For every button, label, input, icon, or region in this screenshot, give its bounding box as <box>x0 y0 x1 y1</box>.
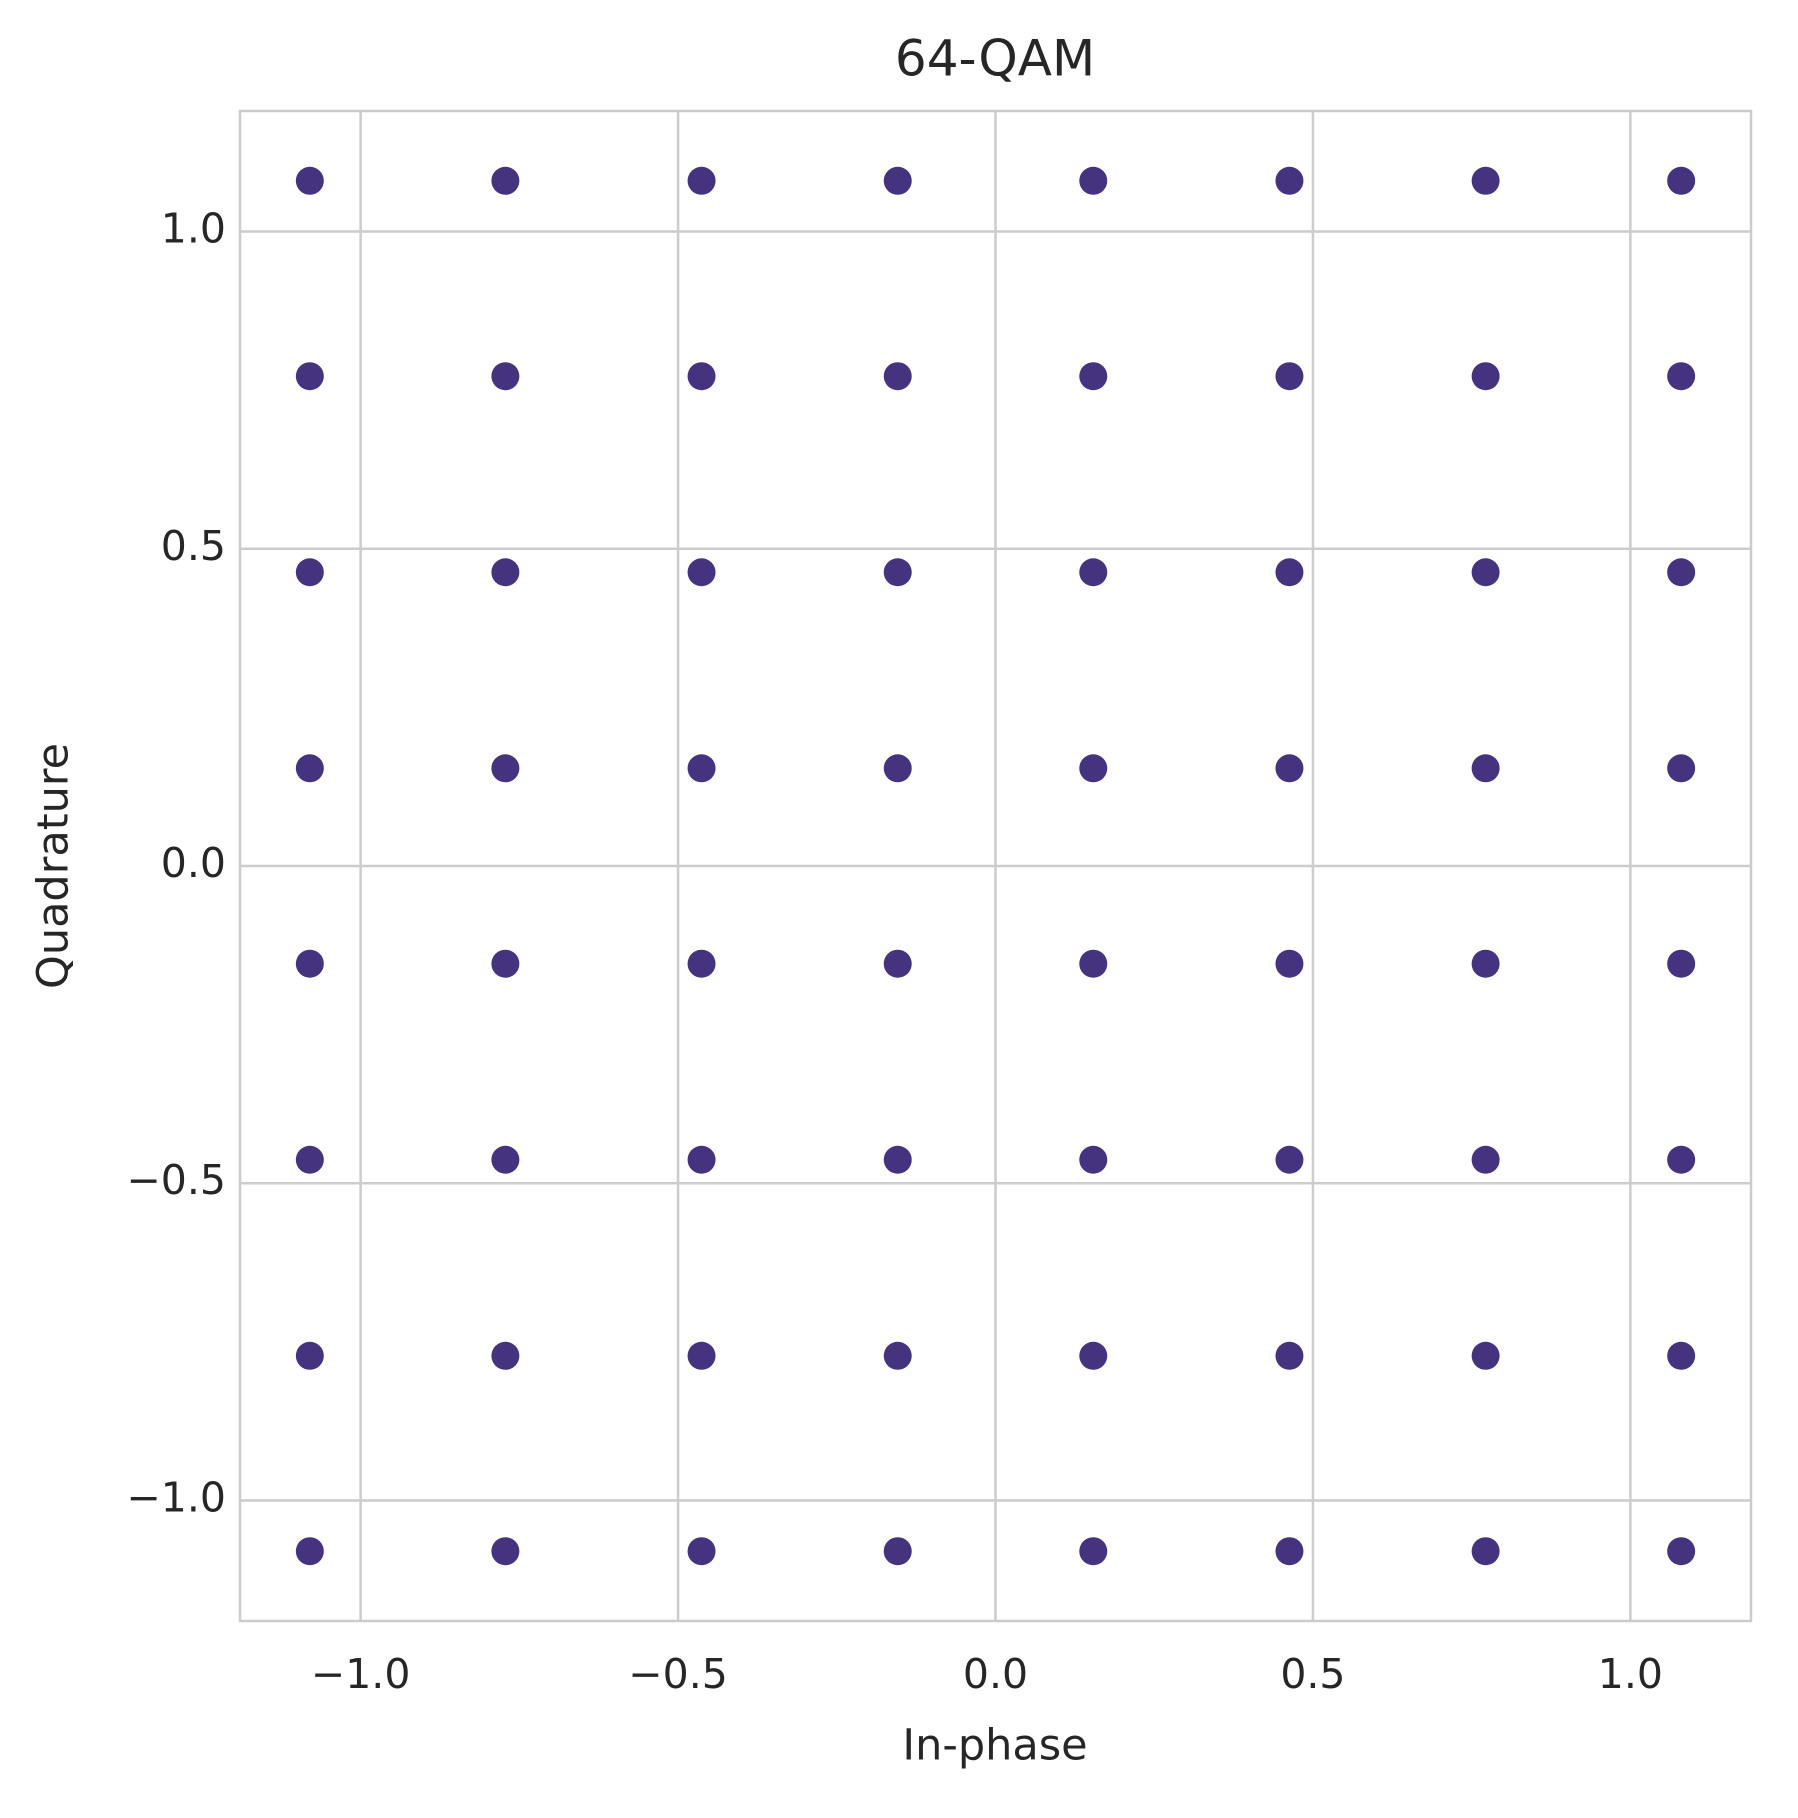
point <box>1275 949 1304 978</box>
point <box>1667 1341 1696 1370</box>
point <box>1275 1341 1304 1370</box>
y-tick-label: −0.5 <box>126 1156 226 1204</box>
point <box>491 949 520 978</box>
point <box>687 1341 716 1370</box>
point <box>687 362 716 391</box>
point <box>883 949 912 978</box>
point <box>1667 166 1696 195</box>
point <box>1471 949 1500 978</box>
point <box>1667 1537 1696 1566</box>
point <box>295 949 324 978</box>
point <box>491 362 520 391</box>
point <box>1471 166 1500 195</box>
point <box>1471 558 1500 587</box>
point <box>491 1537 520 1566</box>
point <box>883 1341 912 1370</box>
point <box>1667 362 1696 391</box>
point <box>295 1341 324 1370</box>
point <box>883 1145 912 1174</box>
point <box>1471 1341 1500 1370</box>
point <box>687 1537 716 1566</box>
point <box>491 1341 520 1370</box>
point <box>1079 1145 1108 1174</box>
point <box>295 166 324 195</box>
point <box>1079 1537 1108 1566</box>
point <box>491 166 520 195</box>
point <box>295 362 324 391</box>
point <box>1667 558 1696 587</box>
point <box>883 754 912 783</box>
x-axis-label: In-phase <box>902 1721 1087 1771</box>
x-tick-label: 0.5 <box>1280 1650 1345 1698</box>
point <box>687 1145 716 1174</box>
point <box>1275 1537 1304 1566</box>
plot-frame <box>238 109 1753 1623</box>
point <box>1275 558 1304 587</box>
point <box>1667 949 1696 978</box>
x-tick-label: 1.0 <box>1598 1650 1663 1698</box>
x-tick-label: −1.0 <box>311 1650 411 1698</box>
point <box>491 754 520 783</box>
point <box>1471 754 1500 783</box>
point <box>295 754 324 783</box>
chart-title: 64-QAM <box>895 30 1095 88</box>
point <box>1667 754 1696 783</box>
y-tick-label: 0.0 <box>161 839 226 887</box>
y-tick-label: 1.0 <box>161 205 226 253</box>
point <box>1471 1145 1500 1174</box>
point <box>883 362 912 391</box>
point <box>295 1145 324 1174</box>
point <box>1275 362 1304 391</box>
point <box>1471 362 1500 391</box>
point <box>1079 1341 1108 1370</box>
point <box>295 558 324 587</box>
y-tick-label: −1.0 <box>126 1473 226 1521</box>
point <box>687 754 716 783</box>
point <box>1079 558 1108 587</box>
point <box>1079 949 1108 978</box>
point <box>1471 1537 1500 1566</box>
point <box>1275 754 1304 783</box>
point <box>883 166 912 195</box>
point <box>295 1537 324 1566</box>
point <box>1275 1145 1304 1174</box>
point <box>1079 362 1108 391</box>
y-axis-label: Quadrature <box>29 743 79 989</box>
point <box>883 558 912 587</box>
point <box>1667 1145 1696 1174</box>
point <box>883 1537 912 1566</box>
point <box>687 558 716 587</box>
point <box>491 558 520 587</box>
point <box>1079 754 1108 783</box>
y-tick-label: 0.5 <box>161 522 226 570</box>
point <box>687 166 716 195</box>
point <box>1275 166 1304 195</box>
x-tick-label: 0.0 <box>963 1650 1028 1698</box>
point <box>1079 166 1108 195</box>
x-tick-label: −0.5 <box>628 1650 728 1698</box>
point <box>491 1145 520 1174</box>
point <box>687 949 716 978</box>
